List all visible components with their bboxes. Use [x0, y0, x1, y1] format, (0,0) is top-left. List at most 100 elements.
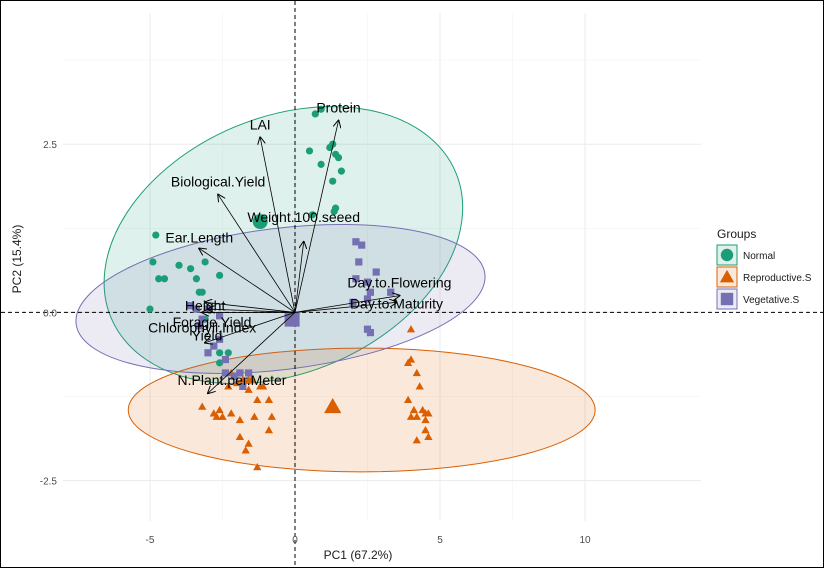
- loading-arrow-height: [205, 302, 296, 313]
- point-normal: [334, 154, 343, 162]
- point-reproductive-s: [415, 382, 424, 390]
- point-vegetative-s: [187, 302, 195, 310]
- point-reproductive-s: [424, 409, 433, 417]
- point-vegetative-s: [216, 335, 224, 343]
- point-vegetative-s: [363, 278, 372, 286]
- point-vegetative-s: [195, 322, 203, 330]
- point-normal: [305, 147, 314, 155]
- point-vegetative-s: [363, 325, 372, 333]
- point-normal: [311, 110, 319, 118]
- loading-label-lai: LAI: [250, 116, 271, 132]
- point-reproductive-s: [256, 382, 265, 390]
- point-reproductive-s: [241, 446, 250, 454]
- point-reproductive-s: [406, 325, 416, 333]
- x-axis-title: PC1 (67.2%): [324, 548, 393, 562]
- point-reproductive-s: [424, 432, 433, 440]
- point-reproductive-s: [253, 395, 262, 403]
- loading-label-forage-yield: Forage.Yield: [173, 314, 252, 330]
- point-vegetative-s: [221, 355, 229, 364]
- point-reproductive-s: [409, 405, 419, 414]
- loading-arrow-weight-100-seeed: [294, 242, 304, 313]
- point-normal: [216, 349, 224, 357]
- point-normal: [192, 275, 200, 283]
- point-reproductive-s: [235, 432, 245, 440]
- loading-label-weight-100-seeed: Weight.100.seeed: [247, 209, 360, 225]
- point-normal: [149, 258, 157, 266]
- point-vegetative-s: [245, 369, 253, 377]
- y-axis-title: PC2 (15.4%): [10, 225, 24, 294]
- ellipse-reproductive-s: [127, 347, 596, 473]
- loading-label-protein: Protein: [316, 100, 360, 116]
- legend-label-vegetative-s: Vegetative.S: [743, 295, 799, 306]
- point-reproductive-s: [218, 412, 227, 420]
- tick-labels: -5 0 5 10 -2.5 0.0 2.5: [40, 140, 591, 546]
- legend-label-normal: Normal: [743, 251, 775, 262]
- point-reproductive-s: [250, 412, 259, 420]
- point-normal: [160, 275, 169, 283]
- point-vegetative-s: [192, 305, 200, 313]
- loading-label-ear-length: Ear.Length: [165, 229, 233, 245]
- point-normal: [198, 288, 206, 296]
- point-reproductive-s: [238, 375, 247, 383]
- point-reproductive-s: [227, 409, 236, 417]
- point-reproductive-s: [198, 402, 207, 410]
- point-reproductive-s: [264, 426, 274, 434]
- point-vegetative-s: [204, 349, 212, 357]
- x-tick-label: 0: [292, 535, 298, 546]
- point-vegetative-s: [236, 369, 244, 377]
- point-vegetative-s: [366, 288, 374, 296]
- loading-arrow-day-to-flowering: [294, 296, 399, 313]
- loading-arrow-forage-yield: [208, 309, 296, 312]
- point-reproductive-s: [253, 463, 262, 471]
- ellipse-vegetative-s: [75, 223, 486, 374]
- loading-arrow-n-plant-per-meter: [208, 312, 296, 393]
- point-normal: [175, 261, 183, 269]
- point-normal: [224, 349, 232, 357]
- point-vegetative-s: [216, 312, 224, 320]
- legend-title: Groups: [717, 227, 756, 241]
- data-points: [146, 105, 433, 471]
- point-normal: [152, 231, 160, 239]
- point-vegetative-s: [355, 258, 363, 266]
- loading-label-day-to-flowering: Day.to.Flowering: [347, 275, 451, 291]
- loading-arrow-biological-yield: [218, 195, 296, 313]
- point-vegetative-s: [221, 369, 229, 377]
- y-tick-label: 2.5: [43, 140, 57, 151]
- centroid-vegetative-s: [284, 311, 300, 327]
- y-tick-label: -2.5: [40, 477, 58, 488]
- point-reproductive-s: [406, 412, 416, 420]
- loading-label-height: Height: [185, 297, 226, 313]
- point-reproductive-s: [421, 415, 430, 424]
- legend-marker-normal: [720, 248, 734, 262]
- point-normal: [216, 271, 224, 280]
- point-vegetative-s: [349, 298, 357, 306]
- point-vegetative-s: [358, 241, 366, 249]
- point-normal: [308, 211, 316, 219]
- point-reproductive-s: [412, 368, 421, 377]
- point-reproductive-s: [412, 436, 421, 444]
- point-reproductive-s: [264, 395, 274, 403]
- point-reproductive-s: [403, 358, 413, 366]
- point-reproductive-s: [421, 426, 430, 434]
- legend: Groups Normal Reproductive.S Vegetative.S: [716, 227, 812, 310]
- point-reproductive-s: [247, 375, 256, 383]
- point-reproductive-s: [418, 405, 427, 414]
- point-vegetative-s: [239, 382, 247, 391]
- loading-label-chlorophyll-index: Chlorophyll.Index: [148, 319, 256, 335]
- centroid-reproductive-s: [324, 397, 342, 414]
- loading-arrow-ear-length: [199, 248, 296, 313]
- point-reproductive-s: [412, 412, 421, 420]
- point-vegetative-s: [352, 238, 360, 246]
- point-normal: [187, 265, 195, 273]
- point-vegetative-s: [363, 295, 372, 303]
- point-normal: [201, 258, 209, 266]
- point-normal: [317, 160, 325, 168]
- point-vegetative-s: [372, 268, 380, 276]
- point-vegetative-s: [210, 342, 218, 350]
- point-reproductive-s: [232, 378, 242, 387]
- point-normal: [155, 275, 163, 283]
- loading-label-biological-yield: Biological.Yield: [171, 174, 265, 190]
